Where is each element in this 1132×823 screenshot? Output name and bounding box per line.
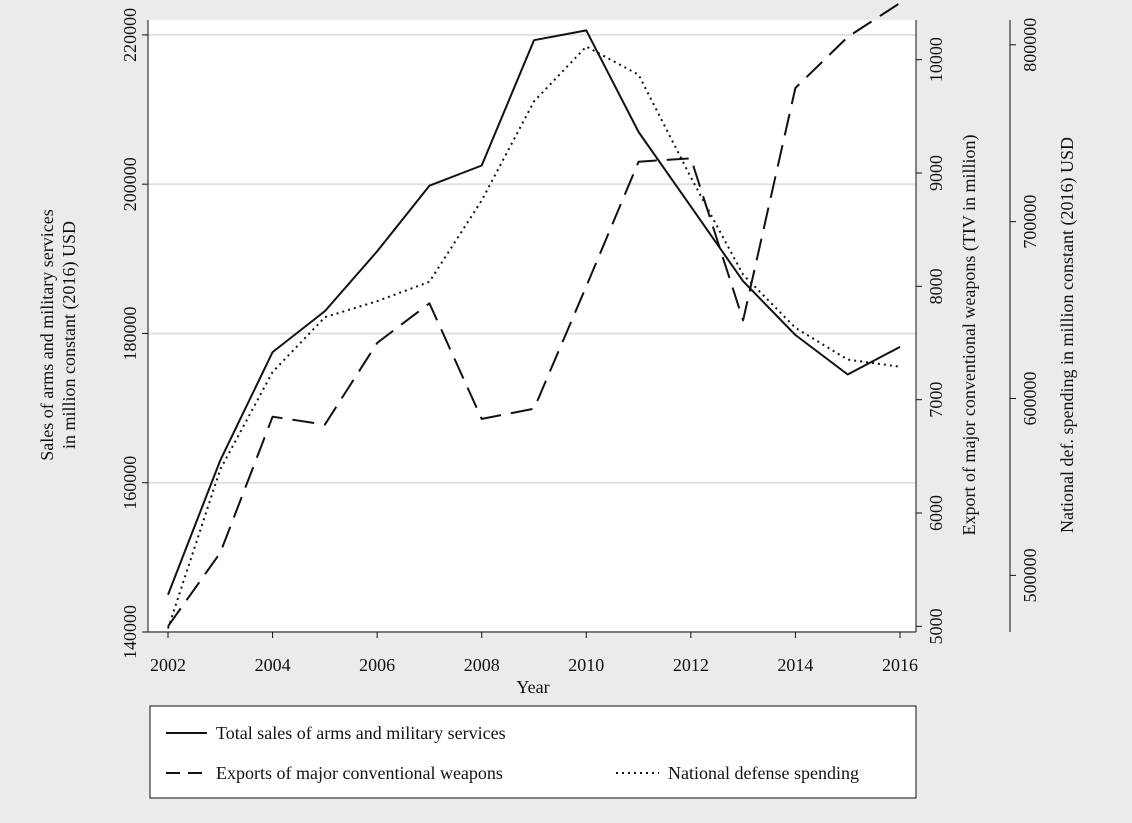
right-axis-1-tick-label: 9000 [926, 155, 946, 191]
left-axis-tick-label: 200000 [120, 157, 140, 211]
right-axis-2-tick-label: 500000 [1020, 548, 1040, 602]
left-axis-label-line-1: Sales of arms and military services [37, 209, 57, 460]
right-axis-1-tick-label: 5000 [926, 608, 946, 644]
x-axis-tick-label: 2004 [255, 655, 291, 675]
x-axis-tick-label: 2012 [673, 655, 709, 675]
left-axis-tick-label: 140000 [120, 605, 140, 659]
right-axis-1-tick-label: 8000 [926, 268, 946, 304]
legend-label-defense-spending: National defense spending [668, 763, 859, 783]
legend-box [149, 705, 917, 799]
series-line-solid [167, 29, 901, 596]
right-axis-2-tick-label: 600000 [1020, 372, 1040, 426]
x-axis-tick-label: 2006 [359, 655, 395, 675]
right-axis-1-label: Export of major conventional weapons (TI… [959, 134, 980, 535]
right-axis-2-tick-label: 700000 [1020, 195, 1040, 249]
left-axis-tick-label: 160000 [120, 456, 140, 510]
series-lines [167, 2, 901, 629]
right-axis-2-tick-label: 800000 [1020, 18, 1040, 72]
left-axis-tick-label: 180000 [120, 306, 140, 360]
x-axis-tick-label: 2002 [150, 655, 186, 675]
right-axis-1-tick-label: 6000 [926, 495, 946, 531]
plot-area [148, 20, 916, 632]
legend-label-exports: Exports of major conventional weapons [216, 763, 503, 783]
axes: 140000 160000 180000 200000 220000 5000 6000 70… [120, 8, 1040, 675]
left-axis-tick-label: 220000 [120, 8, 140, 62]
legend-label-total-sales: Total sales of arms and military service… [216, 723, 506, 743]
right-axis-1-tick-label: 10000 [926, 37, 946, 82]
x-axis-label: Year [516, 677, 549, 697]
right-axis-1-tick-label: 7000 [926, 382, 946, 418]
left-axis-label-line-2: in million constant (2016) USD [59, 221, 80, 449]
x-axis-tick-label: 2008 [464, 655, 500, 675]
right-axis-2-label: National def. spending in million consta… [1057, 137, 1078, 533]
series-line-dotted [167, 45, 901, 629]
x-axis-tick-label: 2016 [882, 655, 918, 675]
x-axis-tick-label: 2014 [777, 655, 813, 675]
legend: Total sales of arms and military service… [149, 705, 917, 799]
series-line-dashed [167, 2, 901, 627]
x-axis-tick-label: 2010 [568, 655, 604, 675]
